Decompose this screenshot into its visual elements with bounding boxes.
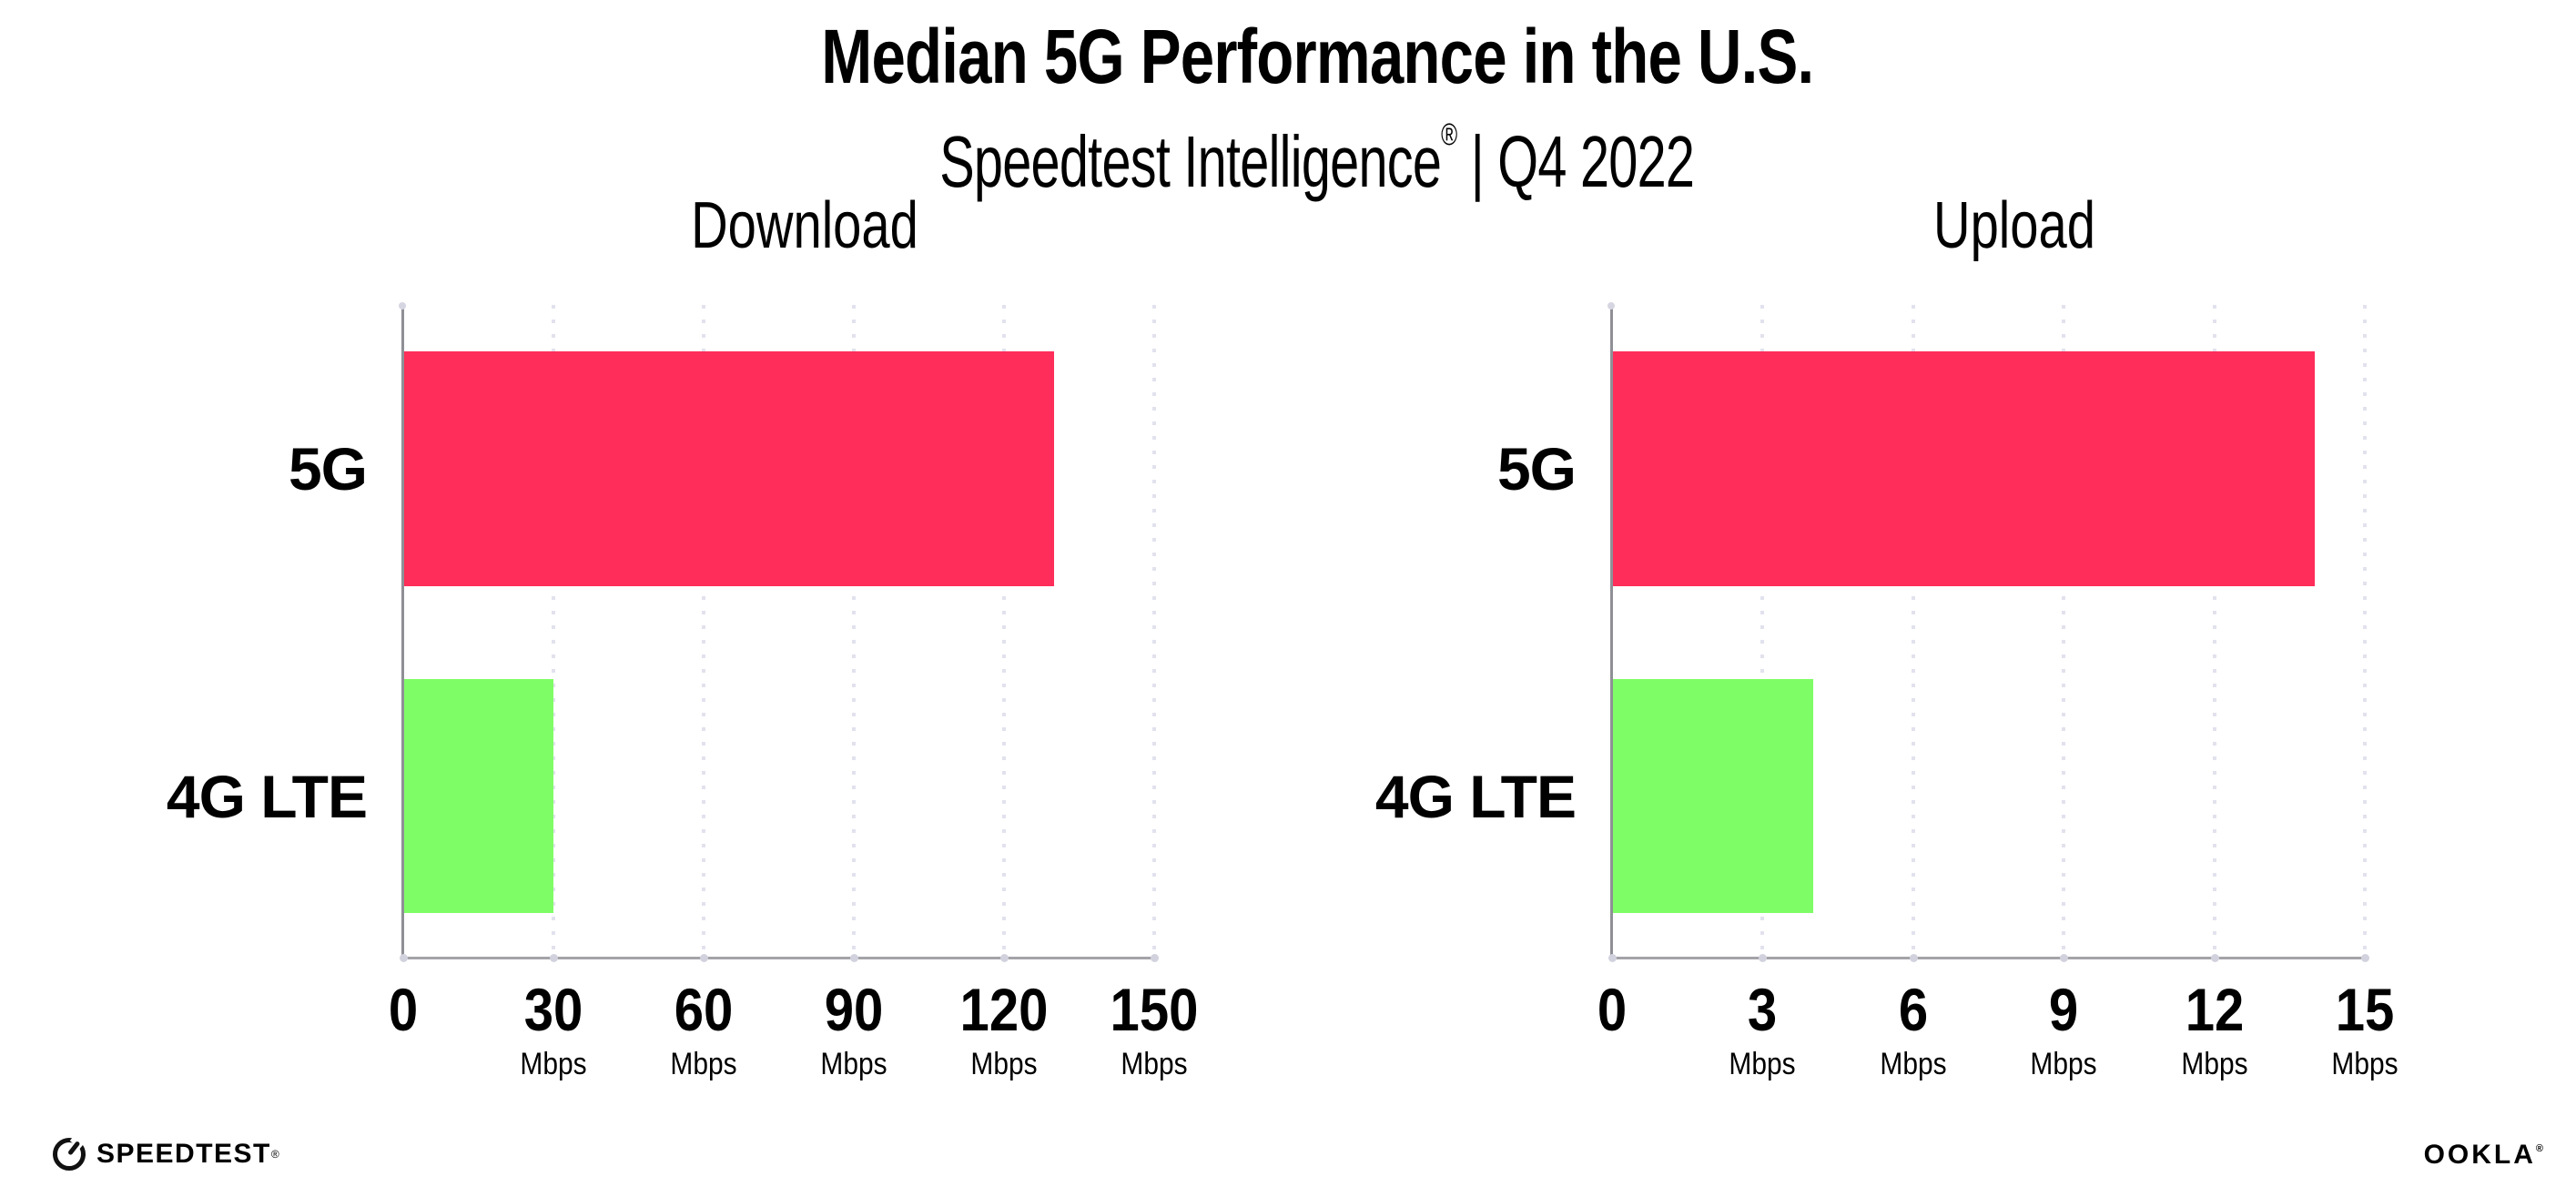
x-tick-value: 15 (2335, 976, 2395, 1043)
x-tick-label: 6 Mbps (1880, 979, 1946, 1080)
x-tick-label: 150 Mbps (1111, 979, 1199, 1080)
x-tick-label: 90 Mbps (820, 979, 887, 1080)
x-tick-value: 3 (1748, 976, 1778, 1043)
gridline (1002, 305, 1006, 958)
download-chart: Download 5G 4G LTE 0 30 Mbps 60 Mbps 90 Mbps 12… (167, 189, 1199, 1080)
x-tick-value: 12 (2185, 976, 2244, 1043)
gridline (2212, 305, 2216, 958)
gridline (1760, 305, 1765, 958)
x-tick-label: 120 Mbps (960, 979, 1049, 1080)
x-tick-value: 120 (959, 976, 1049, 1043)
x-tick-value: 6 (1898, 976, 1928, 1043)
registered-trademark-icon: ® (2535, 1143, 2543, 1154)
x-tick-label: 15 Mbps (2331, 979, 2398, 1080)
x-tick-label: 0 (389, 979, 418, 1040)
axis-tick-dot (1909, 954, 1918, 962)
gridline (2363, 305, 2367, 958)
page-subtitle: Speedtest Intelligence® | Q4 2022 (29, 117, 2576, 204)
header: Median 5G Performance in the U.S. Speedt… (29, 0, 2576, 204)
speedtest-gauge-icon (53, 1138, 86, 1171)
x-tick-unit: Mbps (520, 1047, 587, 1081)
gridline (1152, 305, 1156, 958)
x-tick-unit: Mbps (2181, 1047, 2248, 1081)
category-label-4g-lte: 4G LTE (166, 763, 368, 830)
ookla-logo: OOKLA® (2424, 1140, 2543, 1171)
speedtest-wordmark: SPEEDTEST (96, 1139, 271, 1169)
y-axis-line (401, 305, 404, 958)
x-tick-unit: Mbps (1121, 1047, 1188, 1081)
x-axis-line (403, 957, 1154, 959)
x-tick-label: 30 Mbps (520, 979, 586, 1080)
gridline (2062, 305, 2066, 958)
x-tick-label: 9 Mbps (2031, 979, 2097, 1080)
gridline (702, 305, 705, 958)
axis-tick-dot (1151, 954, 1159, 962)
x-tick-unit: Mbps (2331, 1047, 2399, 1081)
y-axis-top-dot (1607, 302, 1615, 309)
x-tick-unit: Mbps (670, 1047, 737, 1081)
x-axis-line (1612, 957, 2365, 959)
x-tick-label: 12 Mbps (2181, 979, 2247, 1080)
x-tick-unit: Mbps (2030, 1047, 2097, 1081)
axis-tick-dot (2060, 954, 2069, 962)
x-tick-value: 60 (674, 976, 734, 1043)
x-tick-label: 60 Mbps (670, 979, 736, 1080)
x-tick-value: 150 (1110, 976, 1199, 1043)
axis-tick-dot (2210, 954, 2219, 962)
upload-plot-area (1607, 302, 2369, 962)
upload-chart: Upload 5G 4G LTE 0 3 Mbps 6 Mbps 9 Mbps 12 Mbps 1… (1375, 189, 2399, 1080)
category-label-5g: 5G (1496, 435, 1577, 502)
upload-bar-5g (1612, 351, 2315, 586)
axis-tick-dot (1608, 954, 1617, 962)
download-bar-5g (403, 351, 1054, 586)
gridline (852, 305, 856, 958)
gridline (552, 305, 555, 958)
ookla-wordmark: OOKLA (2423, 1140, 2536, 1170)
page-subtitle-text: Speedtest Intelligence® | Q4 2022 (939, 117, 1695, 204)
x-tick-unit: Mbps (1880, 1047, 1947, 1081)
x-tick-label: 0 (1597, 979, 1627, 1040)
subtitle-product-name: Speedtest Intelligence (939, 121, 1442, 202)
speedtest-logo: SPEEDTEST ® (53, 1134, 279, 1174)
x-tick-unit: Mbps (1729, 1047, 1796, 1081)
x-tick-value: 30 (523, 976, 583, 1043)
x-tick-label: 3 Mbps (1729, 979, 1796, 1080)
upload-chart-title: Upload (1932, 189, 2095, 262)
x-tick-unit: Mbps (820, 1047, 887, 1081)
axis-tick-dot (400, 954, 408, 962)
download-plot-area (399, 302, 1159, 962)
axis-tick-dot (1000, 954, 1009, 962)
x-tick-value: 9 (2049, 976, 2079, 1043)
upload-bar-4g-lte (1612, 679, 1813, 913)
x-tick-value: 0 (388, 976, 419, 1043)
x-tick-value: 0 (1597, 976, 1628, 1043)
x-tick-value: 90 (824, 976, 884, 1043)
axis-tick-dot (2361, 954, 2369, 962)
x-tick-unit: Mbps (970, 1047, 1038, 1081)
axis-tick-dot (850, 954, 858, 962)
subtitle-quarter: | Q4 2022 (1456, 121, 1695, 202)
registered-trademark-icon: ® (1441, 117, 1457, 152)
y-axis-line (1610, 305, 1613, 958)
axis-tick-dot (1759, 954, 1768, 962)
axis-tick-dot (700, 954, 708, 962)
download-chart-title: Download (690, 189, 918, 262)
y-axis-top-dot (399, 302, 406, 309)
category-label-4g-lte: 4G LTE (1374, 763, 1577, 830)
download-bar-4g-lte (403, 679, 553, 913)
gridline (1911, 305, 1915, 958)
category-label-5g: 5G (288, 435, 368, 502)
axis-tick-dot (550, 954, 558, 962)
page-title-text: Median 5G Performance in the U.S. (820, 14, 1814, 99)
page-title: Median 5G Performance in the U.S. (29, 13, 2576, 101)
registered-trademark-icon: ® (270, 1148, 279, 1161)
